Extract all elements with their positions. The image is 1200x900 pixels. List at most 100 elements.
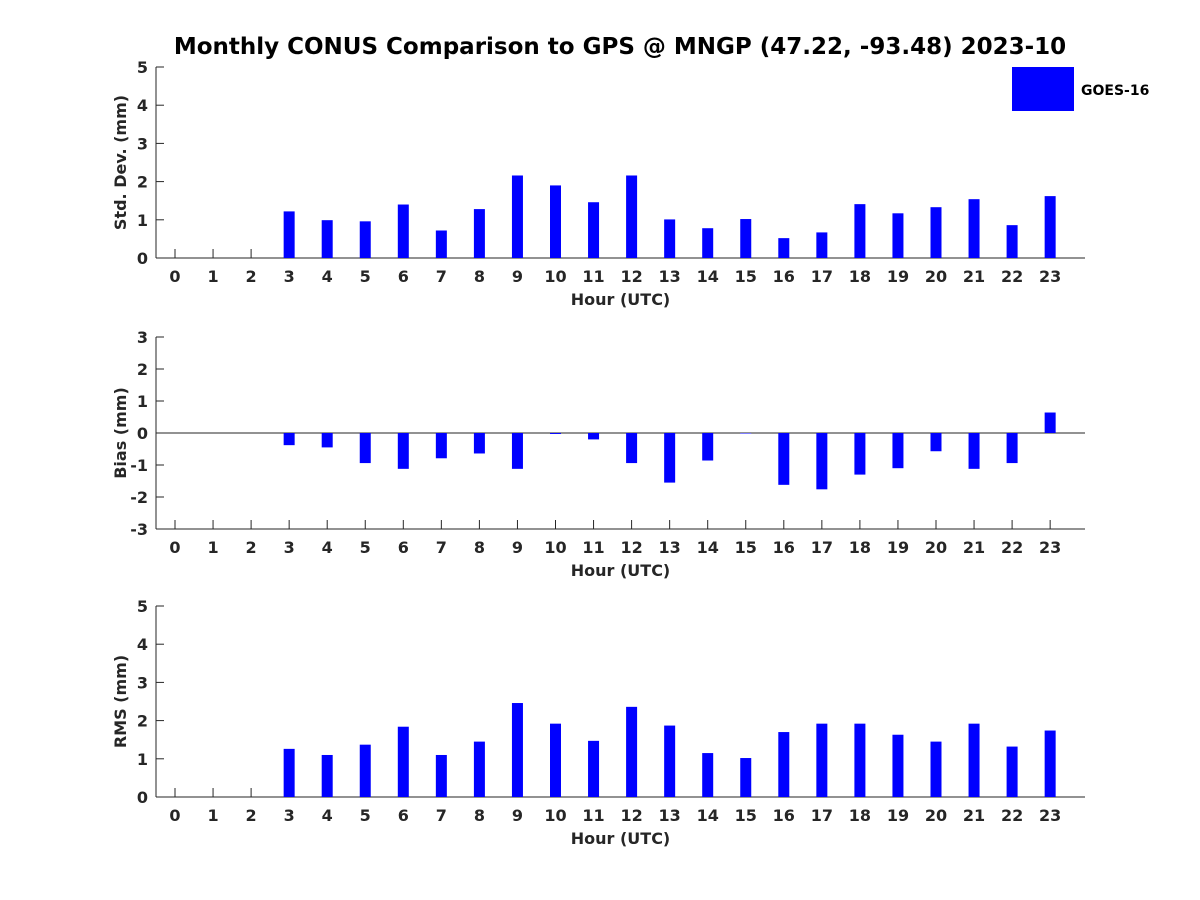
x-tick-label: 5	[360, 806, 371, 825]
x-tick-label: 9	[512, 806, 523, 825]
x-tick-label: 16	[773, 538, 795, 557]
x-tick-label: 0	[169, 538, 180, 557]
x-tick-label: 1	[207, 267, 218, 286]
bar	[702, 433, 714, 461]
bar	[968, 433, 980, 469]
x-tick-label: 15	[735, 538, 757, 557]
x-tick-label: 5	[360, 267, 371, 286]
bar	[778, 433, 790, 485]
x-tick-label: 3	[284, 806, 295, 825]
bar	[435, 754, 447, 797]
bar	[1044, 412, 1056, 433]
x-axis-label: Hour (UTC)	[571, 829, 671, 848]
bar	[854, 723, 866, 797]
x-tick-label: 1	[207, 538, 218, 557]
bar	[511, 703, 523, 797]
bar	[930, 207, 942, 258]
legend: GOES-16	[1012, 67, 1149, 111]
bar	[778, 238, 790, 258]
bar	[359, 433, 371, 464]
x-tick-label: 22	[1001, 538, 1023, 557]
x-tick-label: 19	[887, 538, 909, 557]
bar	[1044, 730, 1056, 797]
x-tick-label: 14	[697, 267, 719, 286]
x-axis-label: Hour (UTC)	[571, 290, 671, 309]
bar	[321, 433, 333, 448]
x-tick-label: 11	[582, 267, 604, 286]
x-tick-label: 6	[398, 538, 409, 557]
x-tick-label: 16	[773, 267, 795, 286]
bar	[702, 753, 714, 797]
bar	[511, 433, 523, 469]
bar	[435, 433, 447, 459]
bar	[626, 706, 638, 797]
x-tick-label: 23	[1039, 538, 1061, 557]
x-tick-label: 21	[963, 267, 985, 286]
bar	[816, 433, 828, 490]
bar	[816, 232, 828, 258]
x-tick-label: 1	[207, 806, 218, 825]
x-tick-label: 11	[582, 806, 604, 825]
bar	[892, 433, 904, 469]
x-tick-label: 4	[322, 538, 333, 557]
x-tick-label: 13	[659, 267, 681, 286]
bar	[778, 732, 790, 797]
bar	[968, 199, 980, 258]
bar	[435, 230, 447, 258]
bar	[283, 433, 295, 446]
y-tick-label: 3	[137, 673, 148, 692]
x-tick-label: 7	[436, 267, 447, 286]
x-tick-label: 12	[620, 538, 642, 557]
x-tick-label: 17	[811, 806, 833, 825]
bar	[473, 209, 485, 258]
bar	[473, 433, 485, 454]
x-tick-label: 19	[887, 806, 909, 825]
legend-label: GOES-16	[1081, 83, 1149, 99]
x-tick-label: 18	[849, 267, 871, 286]
bar	[321, 220, 333, 258]
x-tick-label: 2	[246, 538, 257, 557]
bar	[588, 202, 600, 258]
x-tick-label: 10	[544, 538, 566, 557]
x-tick-label: 22	[1001, 267, 1023, 286]
bar	[854, 204, 866, 258]
x-tick-label: 10	[544, 267, 566, 286]
bar	[359, 744, 371, 797]
x-tick-label: 20	[925, 538, 947, 557]
x-tick-label: 7	[436, 538, 447, 557]
x-tick-label: 18	[849, 806, 871, 825]
bar	[968, 723, 980, 797]
y-tick-label: 1	[137, 392, 148, 411]
x-tick-label: 19	[887, 267, 909, 286]
y-axis-label: Std. Dev. (mm)	[111, 95, 130, 230]
y-tick-label: -2	[130, 488, 148, 507]
legend-swatch	[1012, 67, 1074, 111]
x-tick-label: 0	[169, 267, 180, 286]
y-tick-label: -1	[130, 456, 148, 475]
x-tick-label: 9	[512, 538, 523, 557]
y-tick-label: 1	[137, 211, 148, 230]
bar	[664, 433, 676, 483]
x-tick-label: 11	[582, 538, 604, 557]
bar	[588, 740, 600, 797]
y-tick-label: 4	[137, 96, 148, 115]
x-tick-label: 12	[620, 267, 642, 286]
bar	[626, 175, 638, 258]
bar	[930, 433, 942, 452]
y-tick-label: -3	[130, 520, 148, 539]
x-tick-label: 17	[811, 267, 833, 286]
x-tick-label: 9	[512, 267, 523, 286]
bar	[550, 185, 561, 258]
y-tick-label: 5	[137, 597, 148, 616]
x-tick-label: 4	[322, 806, 333, 825]
x-tick-label: 12	[620, 806, 642, 825]
bar	[664, 725, 676, 797]
bar	[740, 219, 752, 258]
bar	[588, 433, 600, 440]
x-tick-label: 8	[474, 267, 485, 286]
